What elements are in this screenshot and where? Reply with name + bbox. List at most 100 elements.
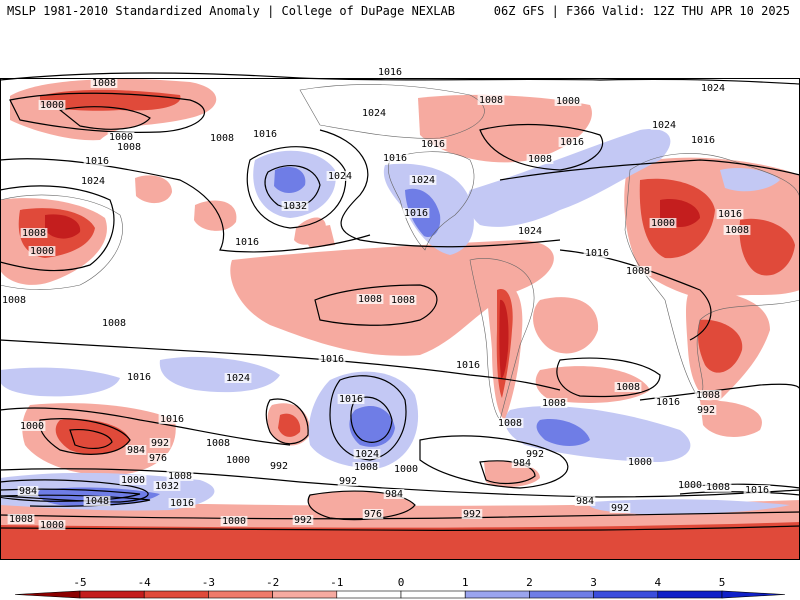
- isobar-label: 1008: [528, 154, 552, 165]
- isobar-label-bg: [614, 382, 642, 392]
- isobar-label: 1000: [394, 464, 418, 475]
- isobar-label-bg: [208, 133, 236, 143]
- isobar-label: 1000: [109, 132, 133, 143]
- isobar-label-bg: [609, 503, 631, 513]
- colorbar-segment: [272, 590, 338, 599]
- isobar-label: 1016: [127, 372, 151, 383]
- colorbar-tick-label: 0: [398, 576, 405, 589]
- anomaly-map: 1016 1008 1000 1008 1000 1024 1024 1000 1008 1008…: [0, 67, 800, 560]
- isobar-label: 992: [463, 509, 481, 520]
- isobar-label-bg: [574, 496, 596, 506]
- isobar-label: 984: [513, 458, 531, 469]
- isobar-label-bg: [353, 449, 381, 459]
- isobar-label: 1024: [362, 108, 386, 119]
- isobar-label-bg: [0, 295, 28, 305]
- isobar-label: 976: [149, 453, 167, 464]
- colorbar-tick-label: -5: [73, 576, 86, 589]
- isobar-label-bg: [153, 481, 181, 491]
- isobar-label: 1008: [616, 382, 640, 393]
- isobar-label-bg: [158, 414, 186, 424]
- isobar-label: 1024: [355, 449, 379, 460]
- isobar-label-bg: [554, 96, 582, 106]
- isobar-label-bg: [83, 156, 111, 166]
- isobar-label-bg: [38, 520, 66, 530]
- isobar-label-bg: [743, 485, 771, 495]
- isobar-label-bg: [115, 142, 143, 152]
- isobar-label-bg: [233, 237, 261, 247]
- isobar-label-bg: [18, 421, 46, 431]
- isobar-label: 1008: [479, 95, 503, 106]
- isobar-label-bg: [624, 266, 652, 276]
- isobar-label: 1016: [456, 360, 480, 371]
- colorbar-segment: [593, 590, 659, 599]
- isobar-label: 1016: [253, 129, 277, 140]
- isobar-label: 1000: [226, 455, 250, 466]
- isobar-label: 1024: [652, 120, 676, 131]
- isobar-label: 1008: [9, 514, 33, 525]
- isobar-label: 1000: [20, 421, 44, 432]
- isobar-label: 1000: [121, 475, 145, 486]
- isobar-label: 1008: [498, 418, 522, 429]
- isobar-label: 1016: [691, 135, 715, 146]
- isobar-label: 992: [339, 476, 357, 487]
- isobar-label: 1048: [85, 496, 109, 507]
- isobar-contours: [0, 72, 800, 531]
- isobar-label-bg: [694, 390, 722, 400]
- isobar-label: 1016: [718, 209, 742, 220]
- colorbar-tick-label: 4: [654, 576, 661, 589]
- isobar-label-bg: [526, 154, 554, 164]
- isobar-label: 1008: [168, 471, 192, 482]
- isobar-label: 1000: [222, 516, 246, 527]
- isobar-label-bg: [389, 295, 417, 305]
- anomaly-colorbar: -5 -4 -3 -2 -1 0 1 2 3 4 5: [14, 576, 786, 599]
- isobar-label-bg: [676, 480, 704, 490]
- isobar-label-bg: [7, 514, 35, 524]
- isobar-label-bg: [119, 475, 147, 485]
- isobar-label: 1024: [701, 83, 725, 94]
- isobar-label: 1032: [283, 201, 307, 212]
- colorbar-segment: [143, 590, 209, 599]
- isobar-label-bg: [650, 120, 678, 130]
- isobar-label-bg: [337, 476, 359, 486]
- isobar-label-bg: [125, 445, 147, 455]
- colorbar-segment: [79, 590, 145, 599]
- colorbar-segment: [336, 590, 402, 599]
- isobar-label-bg: [583, 248, 611, 258]
- isobar-label-bg: [477, 95, 505, 105]
- isobar-label: 1016: [560, 137, 584, 148]
- isobar-label: 1016: [160, 414, 184, 425]
- isobar-label: 1008: [92, 78, 116, 89]
- isobar-label: 1008: [696, 390, 720, 401]
- isobar-label-bg: [326, 171, 354, 181]
- isobar-label-bg: [419, 139, 447, 149]
- colorbar-tick-label: -3: [202, 576, 215, 589]
- isobar-label-bg: [392, 464, 420, 474]
- isobar-label-bg: [360, 108, 388, 118]
- isobar-label: 1016: [421, 139, 445, 150]
- colorbar-segments: [14, 590, 786, 599]
- isobar-label-bg: [376, 67, 404, 77]
- isobar-label: 1008: [206, 438, 230, 449]
- isobar-label-bg: [20, 228, 48, 238]
- isobar-label-bg: [318, 354, 346, 364]
- isobar-label-bg: [204, 438, 232, 448]
- isobar-label: 1024: [328, 171, 352, 182]
- isobar-label: 1016: [383, 153, 407, 164]
- colorbar-left-arrow: [14, 590, 81, 599]
- isobar-label-bg: [362, 509, 384, 519]
- isobar-label-bg: [38, 100, 66, 110]
- isobar-label-bg: [511, 458, 533, 468]
- isobar-label-bg: [220, 516, 248, 526]
- isobar-label-bg: [409, 175, 437, 185]
- isobar-label-bg: [268, 461, 290, 471]
- isobar-label: 1000: [40, 100, 64, 111]
- positive-anomaly-areas: [0, 129, 790, 515]
- isobar-label: 976: [364, 509, 382, 520]
- isobar-label: 992: [526, 449, 544, 460]
- isobar-label-bg: [402, 208, 430, 218]
- isobar-label: 1000: [30, 246, 54, 257]
- colorbar-segment: [400, 590, 466, 599]
- isobar-label: 1016: [404, 208, 428, 219]
- isobar-label-bg: [149, 438, 171, 448]
